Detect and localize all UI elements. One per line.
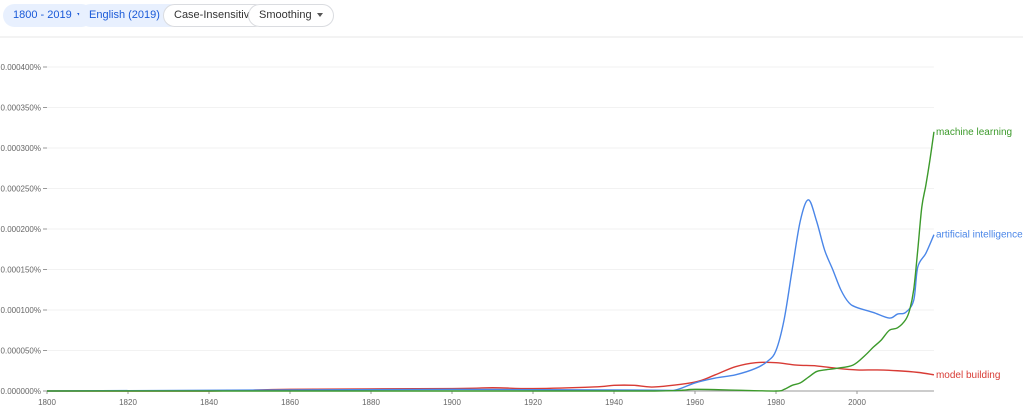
y-tick-label: 0.000400% [1,63,41,72]
y-tick-label: 0.000350% [1,104,41,113]
y-tick-label: 0.000300% [1,144,41,153]
case-insensitive-toggle[interactable]: Case-Insensitive [163,4,267,27]
series-label-model-building: model building [936,370,1001,381]
smoothing-label: Smoothing [259,9,312,21]
toolbar: 1800 - 2019 English (2019) Case-Insensit… [0,0,1023,38]
y-tick-label: 0.000200% [1,225,41,234]
x-tick-label: 1880 [362,398,380,407]
x-tick-label: 1960 [686,398,704,407]
x-tick-label: 1840 [200,398,218,407]
year-range-dropdown[interactable]: 1800 - 2019 [3,4,93,27]
x-tick-label: 1800 [38,398,56,407]
caret-down-icon [316,13,323,18]
y-tick-label: 0.000150% [1,266,41,275]
y-tick-label: 0.000250% [1,185,41,194]
series-label-machine-learning: machine learning [936,127,1012,138]
corpus-dropdown[interactable]: English (2019) [79,4,181,27]
year-range-label: 1800 - 2019 [13,9,72,21]
series-label-artificial-intelligence: artificial intelligence [936,230,1023,241]
y-tick-label: 0.000100% [1,306,41,315]
x-tick-label: 1860 [281,398,299,407]
x-tick-label: 2000 [848,398,866,407]
smoothing-dropdown[interactable]: Smoothing [248,4,334,27]
x-tick-label: 1900 [443,398,461,407]
x-tick-label: 1820 [119,398,137,407]
y-tick-label: 0.000050% [1,347,41,356]
x-tick-label: 1920 [524,398,542,407]
y-tick-label: 0.000000% [1,387,41,396]
series-line-machine-learning [47,131,935,392]
case-label: Case-Insensitive [174,9,256,21]
x-tick-label: 1940 [605,398,623,407]
x-tick-label: 1980 [767,398,785,407]
series-line-model-building [46,361,935,392]
corpus-label: English (2019) [89,9,160,21]
